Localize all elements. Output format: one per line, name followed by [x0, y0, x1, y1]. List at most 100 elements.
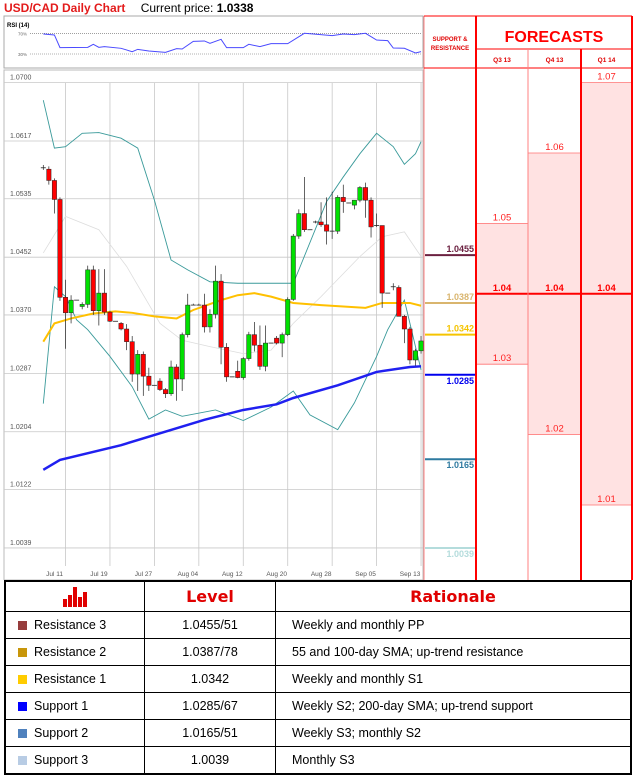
candle-body	[351, 199, 357, 206]
candle	[157, 378, 163, 391]
candle-body	[79, 304, 85, 307]
forecasts-title: FORECASTS	[505, 29, 604, 46]
candle	[240, 357, 246, 380]
candle-body	[407, 328, 413, 361]
candle-body	[85, 269, 91, 305]
level-rationale: Monthly S3	[275, 746, 632, 775]
level-rationale: 55 and 100-day SMA; up-trend resistance	[275, 638, 632, 666]
candle	[396, 285, 402, 317]
sr-level-label: 1.0455	[446, 244, 474, 254]
candle	[40, 164, 46, 170]
forecast-high-label: 1.05	[493, 212, 512, 223]
candle	[107, 310, 113, 322]
candle	[101, 269, 107, 315]
x-tick-label: Jul 19	[90, 571, 108, 578]
candle	[51, 178, 57, 214]
level-value: 1.0039	[144, 746, 276, 775]
candle	[324, 197, 330, 245]
candle	[335, 195, 341, 234]
level-name: Support 2	[34, 726, 89, 740]
candle	[185, 293, 191, 338]
candle-body	[51, 180, 57, 200]
candle	[201, 293, 207, 333]
chart-title: USD/CAD Daily Chart	[4, 1, 126, 15]
candle	[85, 265, 91, 308]
candle	[390, 283, 396, 291]
candle	[363, 182, 368, 218]
candle-body	[290, 235, 296, 300]
forecast-mid-label: 1.04	[493, 283, 512, 294]
candle-body	[140, 354, 146, 377]
candle-body	[324, 224, 330, 232]
candle-body	[46, 168, 52, 181]
table-row: Support 1 1.0285/67 Weekly S2; 200-day SMA…	[4, 692, 632, 720]
bollinger-lower-line	[42, 285, 422, 431]
candle-body	[285, 299, 291, 335]
candle	[285, 297, 291, 337]
candle-body	[174, 366, 180, 380]
header-level: Level	[144, 580, 276, 612]
table-row: Resistance 3 1.0455/51 Weekly and monthly …	[4, 611, 632, 639]
forecast-mid-label: 1.04	[597, 283, 616, 294]
candle	[301, 176, 307, 232]
candle-body	[146, 375, 152, 386]
y-tick-label: 1.0204	[10, 424, 32, 431]
level-rationale: Weekly and monthly PP	[275, 611, 632, 639]
current-price-label: Current price:	[140, 1, 214, 15]
level-value: 1.0455/51	[144, 611, 276, 639]
candle	[374, 213, 380, 227]
level-rationale: Weekly S3; monthly S2	[275, 719, 632, 747]
candle	[168, 360, 174, 396]
candle	[218, 274, 224, 365]
x-tick-label: Jul 11	[46, 571, 63, 578]
candle-body	[401, 316, 407, 330]
candle	[46, 166, 52, 185]
table-row: Support 2 1.0165/51 Weekly S3; monthly S2	[4, 719, 632, 747]
x-tick-label: Aug 12	[222, 571, 243, 578]
bar-chart-icon	[63, 586, 87, 607]
candle-body	[179, 334, 185, 380]
candle	[329, 191, 335, 239]
level-value: 1.0387/78	[144, 638, 276, 666]
table-header-icon-cell	[4, 580, 145, 612]
level-name: Resistance 3	[34, 618, 107, 632]
candle	[90, 265, 96, 315]
candle	[179, 332, 185, 391]
candle-body	[213, 280, 218, 315]
y-tick-label: 1.0452	[10, 249, 32, 256]
candle	[96, 269, 102, 326]
level-rationale: Weekly and monthly S1	[275, 665, 632, 693]
price-panel	[3, 69, 424, 580]
forecast-quarter-label: Q3 13	[493, 57, 511, 64]
sma-200-line	[42, 365, 422, 471]
header-rationale: Rationale	[275, 580, 632, 612]
y-tick-label: 1.0122	[10, 482, 32, 489]
legend-swatch	[18, 621, 27, 630]
sr-level-label: 1.0387	[446, 292, 474, 302]
candle	[340, 184, 346, 213]
candle-body	[279, 334, 285, 344]
level-name-cell: Resistance 3	[4, 611, 145, 639]
candle	[368, 197, 374, 238]
x-tick-label: Aug 20	[266, 571, 287, 578]
usdcad-chart: RSI (14) 70% 30% 1.0700 1.0617 1.0535 1.0452 1.…	[3, 15, 633, 580]
candle	[413, 348, 418, 366]
candle-body	[246, 334, 252, 359]
candle	[213, 265, 218, 319]
forecast-high-label: 1.06	[545, 142, 564, 153]
candle-body	[96, 292, 102, 311]
candle-body	[263, 342, 268, 367]
bollinger-upper-line	[42, 100, 422, 284]
x-tick-label: Aug 04	[178, 571, 199, 578]
candle-body	[274, 337, 280, 344]
candle-body	[396, 287, 402, 317]
y-tick-label: 1.0700	[10, 75, 32, 82]
level-value: 1.0285/67	[144, 692, 276, 720]
candle	[251, 321, 257, 352]
sr-level-label: 1.0342	[446, 324, 474, 334]
candle-body	[57, 199, 63, 298]
candle	[196, 303, 202, 306]
candle	[279, 332, 285, 358]
rsi-line	[43, 32, 422, 54]
forecast-low-label: 1.03	[493, 353, 512, 364]
